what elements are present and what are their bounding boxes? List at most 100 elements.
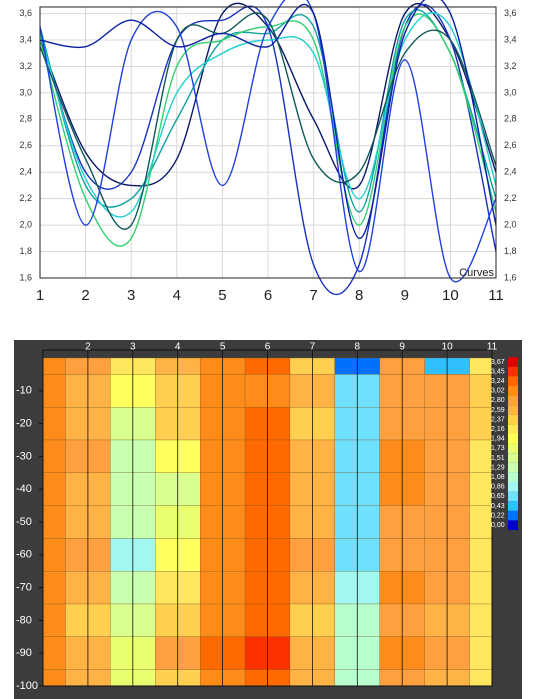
- y2-tick-label: 3,2: [504, 61, 517, 71]
- series-line: [39, 12, 497, 230]
- y2-tick-label: 2,2: [504, 193, 517, 203]
- legend-swatch: [508, 501, 518, 511]
- x-tick-label: 2: [81, 287, 89, 304]
- legend-label: 0,43: [491, 503, 505, 510]
- series-line: [39, 3, 497, 295]
- heat-cell: [469, 374, 493, 408]
- x-tick-label: 1: [36, 287, 44, 304]
- series-line: [39, 9, 497, 213]
- y2-tick-label: 2,4: [504, 167, 517, 177]
- y-tick-label: -30: [16, 450, 32, 462]
- y-tick-label: -40: [16, 483, 32, 495]
- y-tick-label: -100: [16, 680, 38, 692]
- x-tick-label: 9: [399, 342, 405, 353]
- x-tick-label: 6: [264, 287, 272, 304]
- y-tick-label: 1,6: [19, 272, 32, 282]
- y-tick-label: 3,0: [19, 87, 32, 97]
- annotation: Curves: [459, 267, 494, 279]
- x-tick-label: 11: [488, 287, 504, 304]
- heat-cell: [469, 472, 493, 506]
- y2-tick-label: 2,0: [504, 219, 517, 229]
- x-tick-label: 3: [130, 342, 136, 353]
- y-tick-label: -90: [16, 647, 32, 659]
- x-tick-label: 2: [85, 342, 91, 353]
- y-tick-label: 2,2: [19, 193, 32, 203]
- y2-tick-label: 1,8: [504, 246, 517, 256]
- heat-cell: [42, 407, 66, 441]
- heat-cell: [469, 407, 493, 441]
- legend-swatch: [508, 357, 518, 367]
- y-tick-label: 2,6: [19, 140, 32, 150]
- heat-cell: [42, 636, 66, 670]
- legend-label: 2,37: [491, 416, 505, 423]
- series-line: [39, 13, 497, 247]
- x-tick-label: 10: [442, 287, 459, 304]
- legend-swatch: [508, 434, 518, 444]
- y-tick-label: -50: [16, 516, 32, 528]
- x-tick-label: 9: [401, 287, 409, 304]
- legend-label: 2,59: [491, 407, 505, 414]
- heat-cell: [42, 505, 66, 539]
- y2-tick-label: 2,8: [504, 114, 517, 124]
- legend-label: 1,29: [491, 464, 505, 471]
- legend-swatch: [508, 491, 518, 502]
- x-tick-label: 10: [442, 342, 454, 353]
- x-tick-label: 8: [355, 342, 361, 353]
- x-tick-label: 4: [175, 342, 181, 353]
- heat-cell: [469, 571, 493, 605]
- heat-cell: [469, 636, 493, 670]
- legend-swatch: [508, 472, 518, 482]
- x-tick-label: 3: [127, 287, 135, 304]
- legend-swatch: [508, 395, 518, 406]
- plot-frame: [39, 6, 497, 279]
- heat-cell: [42, 357, 66, 375]
- y2-tick-label: 3,0: [504, 87, 517, 97]
- y-tick-label: 3,6: [19, 8, 32, 18]
- heat-cell: [42, 374, 66, 408]
- legend-swatch: [508, 366, 518, 377]
- legend-swatch: [508, 405, 518, 415]
- x-tick-label: 11: [487, 342, 498, 353]
- legend-swatch: [508, 414, 518, 425]
- heat-cell: [469, 603, 493, 637]
- legend-swatch: [508, 376, 518, 386]
- legend-swatch: [508, 482, 518, 492]
- heat-cell: [42, 603, 66, 637]
- heat-cell: [469, 669, 493, 687]
- series-line: [39, 12, 497, 218]
- heat-cell: [469, 505, 493, 539]
- heat-cell: [42, 571, 66, 605]
- heat-cell: [42, 669, 66, 687]
- x-tick-label: 5: [220, 342, 226, 353]
- x-tick-label: 7: [310, 342, 316, 353]
- legend-label: 1,73: [491, 445, 505, 452]
- legend-swatch: [508, 510, 518, 521]
- y-tick-label: 2,8: [19, 114, 32, 124]
- legend-label: 0,22: [491, 512, 505, 519]
- heat-cell: [469, 357, 493, 375]
- legend-label: 3,02: [491, 388, 505, 395]
- x-tick-label: 5: [218, 287, 226, 304]
- legend-swatch: [508, 386, 518, 396]
- x-tick-label: 4: [173, 287, 181, 304]
- y-tick-label: -10: [16, 385, 32, 397]
- legend-label: 1,94: [491, 436, 505, 443]
- y-tick-label: 3,4: [19, 34, 32, 44]
- legend-label: 2,80: [491, 397, 505, 404]
- y-tick-label: 2,4: [19, 167, 32, 177]
- heat-cell: [42, 472, 66, 506]
- y2-tick-label: 3,6: [504, 8, 517, 18]
- legend-label: 3,45: [491, 368, 505, 375]
- heat-cell: [469, 538, 493, 572]
- y-tick-label: -70: [16, 582, 32, 594]
- x-tick-label: 7: [309, 287, 317, 304]
- legend-swatch: [508, 453, 518, 463]
- x-tick-label: 6: [265, 342, 271, 353]
- legend-swatch: [508, 424, 518, 434]
- y-tick-label: -80: [16, 614, 32, 626]
- legend-swatch: [508, 462, 518, 473]
- legend-label: 0,86: [491, 484, 505, 491]
- legend-label: 0,65: [491, 493, 505, 500]
